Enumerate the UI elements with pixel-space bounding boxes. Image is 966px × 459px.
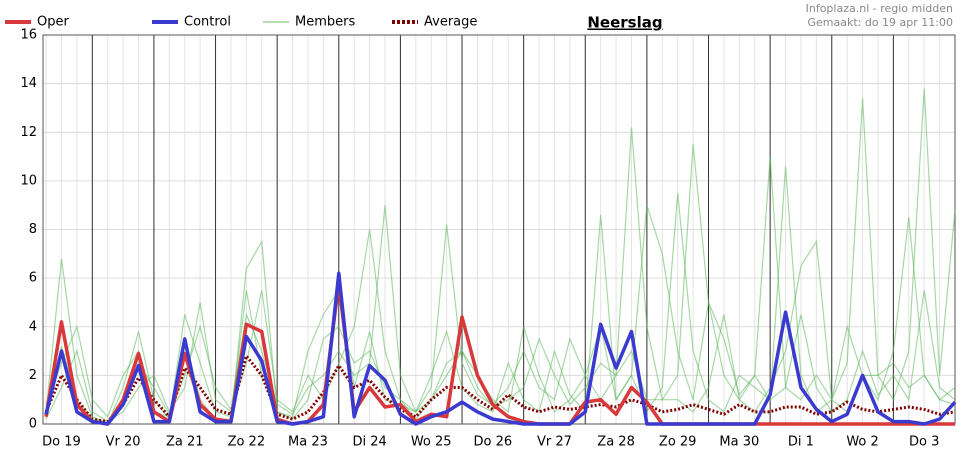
x-tick-label: Zo 29 — [659, 435, 697, 450]
series-line — [44, 271, 957, 426]
x-tick-label: Do 19 — [42, 435, 81, 450]
source: Infoplaza.nl - regio midden — [806, 2, 953, 15]
x-tick-label: Vr 27 — [537, 435, 572, 450]
y-tick-label: 14 — [20, 76, 37, 91]
member-line — [45, 127, 956, 423]
x-tick-label: Do 26 — [474, 435, 513, 450]
x-tick-label: Di 24 — [352, 435, 386, 450]
chart-title: Neerslag — [587, 14, 662, 32]
legend-label: Oper — [37, 15, 69, 30]
x-tick-label: Ma 23 — [288, 435, 328, 450]
x-tick-label: Za 28 — [597, 435, 635, 450]
y-tick-label: 2 — [29, 368, 37, 383]
y-tick-label: 6 — [29, 271, 37, 286]
x-tick-label: Ma 30 — [719, 435, 759, 450]
y-tick-label: 16 — [20, 28, 37, 43]
y-tick-label: 12 — [20, 125, 37, 140]
plot-frame — [42, 34, 956, 425]
x-tick-label: Do 3 — [909, 435, 939, 450]
x-tick-label: Wo 2 — [846, 435, 878, 450]
member-line — [45, 205, 956, 420]
y-tick-label: 4 — [29, 319, 37, 334]
x-tick-label: Di 1 — [788, 435, 814, 450]
x-tick-label: Wo 25 — [411, 435, 452, 450]
member-line — [45, 88, 956, 425]
series-line — [44, 352, 956, 424]
created: Gemaakt: do 19 apr 11:00 — [807, 16, 953, 29]
legend-label: Average — [424, 15, 477, 30]
member-line — [45, 156, 956, 423]
x-tick-label: Za 21 — [166, 435, 204, 450]
x-tick-label: Vr 20 — [106, 435, 141, 450]
legend-label: Control — [184, 15, 231, 30]
x-tick-label: Zo 22 — [228, 435, 266, 450]
y-tick-label: 0 — [29, 417, 37, 432]
y-tick-label: 8 — [29, 222, 37, 237]
legend-label: Members — [295, 15, 355, 30]
y-tick-label: 10 — [20, 173, 37, 188]
